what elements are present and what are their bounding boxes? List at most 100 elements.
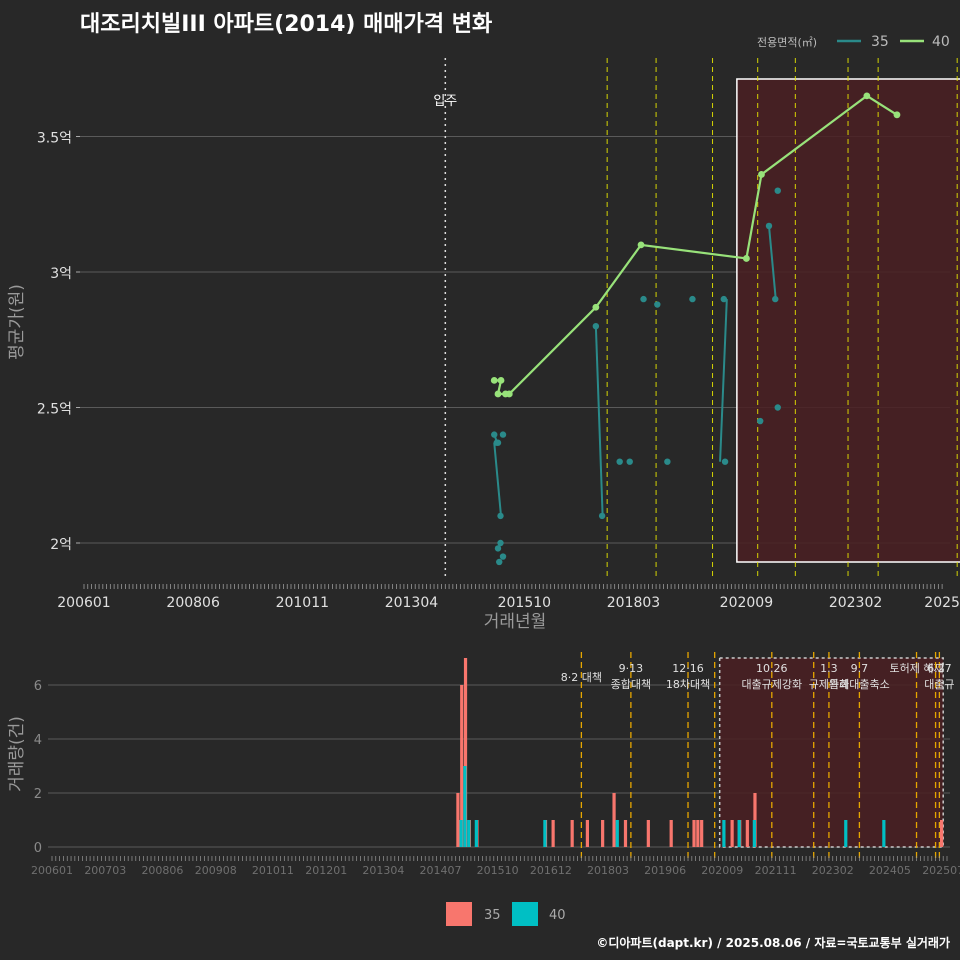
bar-x-tick-label: 201803 bbox=[587, 864, 629, 877]
series-35-point bbox=[774, 187, 781, 194]
series-35-point bbox=[756, 417, 764, 425]
bar-40 bbox=[737, 820, 741, 847]
series-40-point bbox=[637, 241, 645, 249]
chart-title: 대조리치빌III 아파트(2014) 매매가격 변화 bbox=[80, 12, 493, 37]
bar-x-tick-label: 201906 bbox=[644, 864, 686, 877]
series-35-point bbox=[721, 458, 729, 465]
bar-x-tick-label: 202009 bbox=[701, 864, 743, 877]
policy-label: 12·16 bbox=[672, 662, 704, 675]
policy-label: 토허제 해제 bbox=[889, 661, 943, 675]
bar-35 bbox=[570, 820, 574, 847]
series-35-point bbox=[592, 323, 600, 330]
bar-x-tick-label: 200703 bbox=[84, 864, 126, 877]
bar-40 bbox=[459, 820, 463, 847]
bar-35 bbox=[551, 820, 555, 847]
series-40-point bbox=[743, 255, 750, 262]
policy-label: 6.27 bbox=[927, 662, 952, 675]
x-tick-label: 201510 bbox=[498, 595, 551, 611]
series-35-point bbox=[499, 431, 507, 438]
x-tick-label: 201304 bbox=[385, 595, 439, 611]
bar-40 bbox=[752, 820, 756, 847]
series-35-segment bbox=[767, 225, 777, 300]
x-tick-label: 201803 bbox=[607, 595, 660, 611]
bar-legend-swatch-35 bbox=[446, 902, 472, 926]
x-tick-label: 200601 bbox=[57, 595, 110, 611]
series-40-point bbox=[592, 303, 600, 311]
bar-35 bbox=[939, 820, 944, 847]
policy-label: 9.7 bbox=[851, 662, 869, 675]
x-tick-label: 201011 bbox=[276, 595, 329, 611]
bar-x-tick-label: 201407 bbox=[419, 864, 461, 877]
series-35-point bbox=[640, 295, 647, 303]
series-35-point bbox=[654, 301, 661, 308]
bar-35 bbox=[730, 820, 734, 847]
policy-label: 종합대책 bbox=[611, 678, 651, 691]
bar-35 bbox=[696, 820, 700, 847]
bar-35 bbox=[456, 793, 460, 847]
series-35-point bbox=[497, 512, 504, 520]
bar-x-tick-label: 201612 bbox=[530, 864, 572, 877]
policy-label: 8·2 대책 bbox=[561, 671, 602, 684]
bar-40 bbox=[463, 766, 467, 847]
policy-label: 9·13 bbox=[619, 662, 644, 675]
bar-y-tick-label: 4 bbox=[34, 733, 42, 748]
series-35-point bbox=[689, 295, 696, 303]
bar-legend-swatch-40 bbox=[512, 902, 538, 926]
bar-35 bbox=[692, 820, 696, 847]
series-35-point bbox=[626, 458, 633, 465]
bar-35 bbox=[623, 820, 628, 847]
bar-35 bbox=[601, 820, 605, 847]
x-tick-label: 202009 bbox=[720, 595, 773, 611]
bar-x-tick-label: 201011 bbox=[252, 864, 294, 877]
policy-label: 규제완화 bbox=[809, 678, 849, 691]
bar-legend-label-40: 40 bbox=[549, 908, 566, 923]
bar-40 bbox=[722, 820, 726, 847]
series-35-point bbox=[497, 539, 504, 547]
bar-40 bbox=[615, 820, 619, 847]
series-35-point bbox=[772, 295, 779, 303]
series-40-point bbox=[494, 390, 502, 398]
series-35-point bbox=[494, 439, 502, 446]
bar-x-tick-label: 202302 bbox=[812, 864, 854, 877]
bar-35 bbox=[646, 820, 650, 847]
series-35-point bbox=[496, 558, 503, 566]
series-35-point bbox=[664, 458, 671, 465]
series-40-point bbox=[505, 390, 513, 398]
series-35-point bbox=[598, 512, 606, 520]
series-35-segment bbox=[719, 299, 728, 462]
bar-legend-label-35: 35 bbox=[484, 908, 501, 923]
bar-highlight-box bbox=[718, 657, 944, 848]
legend-title: 전용면적(㎡) bbox=[757, 36, 817, 49]
bar-40 bbox=[474, 820, 478, 847]
bar-x-tick-label: 200601 bbox=[31, 864, 73, 877]
policy-label: 대출규제강화 bbox=[741, 678, 802, 691]
bar-35 bbox=[612, 793, 616, 847]
bar-35 bbox=[700, 820, 704, 847]
bar-x-tick-label: 201304 bbox=[362, 864, 404, 877]
series-35-point bbox=[765, 222, 773, 230]
series-35-point bbox=[491, 431, 498, 438]
series-35-point bbox=[494, 545, 502, 552]
x-tick-label: 202302 bbox=[829, 595, 882, 611]
policy-label: 1.3 bbox=[820, 662, 838, 675]
bar-40 bbox=[844, 820, 848, 847]
bar-y-tick-label: 6 bbox=[34, 679, 42, 694]
bar-40 bbox=[543, 820, 547, 847]
x-tick-label: 2025 bbox=[924, 595, 960, 611]
series-35-point bbox=[499, 553, 507, 560]
y-tick-label: 2.5억 bbox=[37, 402, 72, 418]
y-tick-label: 3.5억 bbox=[37, 131, 72, 147]
policy-label: 대출규 bbox=[924, 678, 954, 691]
series-40-point bbox=[490, 377, 498, 384]
y-axis-label: 평균가(원) bbox=[7, 284, 27, 360]
series-35-point bbox=[616, 458, 623, 465]
move-in-label: 입주 bbox=[433, 94, 457, 109]
y-tick-label: 3억 bbox=[50, 266, 72, 282]
bar-y-tick-label: 0 bbox=[34, 841, 42, 856]
bar-x-tick-label: 202507 bbox=[922, 864, 960, 877]
bar-35 bbox=[585, 820, 589, 847]
legend-label-40: 40 bbox=[932, 34, 950, 50]
bar-40 bbox=[882, 820, 886, 847]
bar-x-tick-label: 202405 bbox=[869, 864, 911, 877]
